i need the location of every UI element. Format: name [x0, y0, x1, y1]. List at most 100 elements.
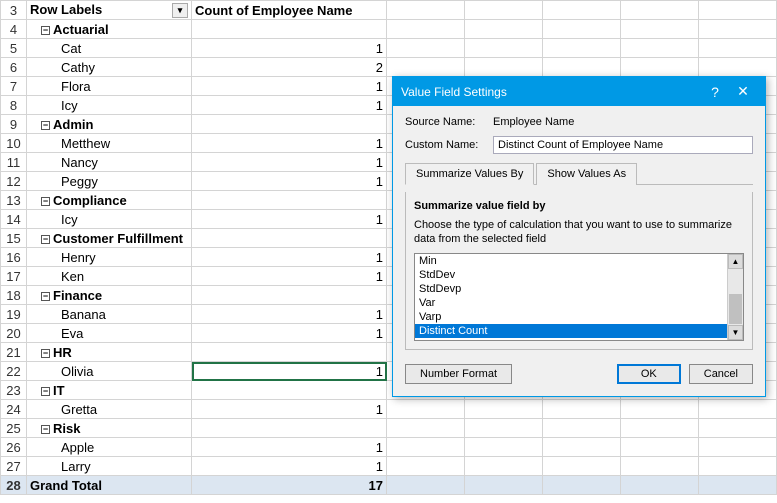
empty-cell[interactable] [621, 1, 699, 20]
empty-cell[interactable] [465, 58, 543, 77]
item-row[interactable]: Banana [27, 305, 192, 324]
empty-cell[interactable] [387, 400, 465, 419]
empty-cell[interactable] [387, 58, 465, 77]
row-header[interactable]: 17 [1, 267, 27, 286]
item-value-cell[interactable]: 1 [192, 324, 387, 343]
listbox-option[interactable]: StdDev [415, 268, 743, 282]
empty-cell[interactable] [465, 457, 543, 476]
group-row[interactable]: −Customer Fulfillment [27, 229, 192, 248]
item-row[interactable]: Flora [27, 77, 192, 96]
item-row[interactable]: Ken [27, 267, 192, 286]
empty-cell[interactable] [621, 419, 699, 438]
empty-cell[interactable] [387, 457, 465, 476]
group-row[interactable]: −IT [27, 381, 192, 400]
item-row[interactable]: Nancy [27, 153, 192, 172]
group-row[interactable]: −Risk [27, 419, 192, 438]
item-row[interactable]: Icy [27, 210, 192, 229]
item-row[interactable]: Metthew [27, 134, 192, 153]
listbox-option[interactable]: Varp [415, 310, 743, 324]
item-value-cell[interactable]: 2 [192, 58, 387, 77]
empty-cell[interactable] [699, 419, 777, 438]
row-header[interactable]: 8 [1, 96, 27, 115]
item-value-cell[interactable]: 1 [192, 305, 387, 324]
item-row[interactable]: Cat [27, 39, 192, 58]
scroll-down-icon[interactable]: ▼ [728, 325, 743, 340]
collapse-icon[interactable]: − [41, 349, 50, 358]
row-header[interactable]: 12 [1, 172, 27, 191]
collapse-icon[interactable]: − [41, 26, 50, 35]
listbox-option[interactable]: Min [415, 254, 743, 268]
empty-cell[interactable] [543, 39, 621, 58]
empty-cell[interactable] [699, 438, 777, 457]
item-value-cell[interactable]: 1 [192, 134, 387, 153]
empty-cell[interactable] [621, 39, 699, 58]
row-header[interactable]: 9 [1, 115, 27, 134]
empty-cell[interactable] [543, 58, 621, 77]
item-row[interactable]: Olivia [27, 362, 192, 381]
empty-cell[interactable] [543, 20, 621, 39]
row-header[interactable]: 26 [1, 438, 27, 457]
group-value-cell[interactable] [192, 286, 387, 305]
empty-cell[interactable] [387, 39, 465, 58]
filter-dropdown-icon[interactable]: ▾ [172, 3, 188, 18]
row-header[interactable]: 28 [1, 476, 27, 495]
empty-cell[interactable] [621, 476, 699, 495]
empty-cell[interactable] [543, 1, 621, 20]
row-header[interactable]: 5 [1, 39, 27, 58]
calculation-listbox[interactable]: MinStdDevStdDevpVarVarpDistinct Count ▲ … [414, 253, 744, 341]
cancel-button[interactable]: Cancel [689, 364, 753, 384]
empty-cell[interactable] [387, 419, 465, 438]
item-value-cell[interactable]: 1 [192, 267, 387, 286]
item-value-cell[interactable]: 1 [192, 438, 387, 457]
row-header[interactable]: 16 [1, 248, 27, 267]
number-format-button[interactable]: Number Format [405, 364, 512, 384]
row-header[interactable]: 27 [1, 457, 27, 476]
empty-cell[interactable] [387, 20, 465, 39]
empty-cell[interactable] [543, 457, 621, 476]
collapse-icon[interactable]: − [41, 235, 50, 244]
group-value-cell[interactable] [192, 20, 387, 39]
row-header[interactable]: 19 [1, 305, 27, 324]
empty-cell[interactable] [699, 20, 777, 39]
empty-cell[interactable] [387, 438, 465, 457]
row-header[interactable]: 15 [1, 229, 27, 248]
help-icon[interactable]: ? [701, 84, 729, 100]
group-value-cell[interactable] [192, 343, 387, 362]
item-value-cell[interactable]: 1 [192, 248, 387, 267]
group-value-cell[interactable] [192, 229, 387, 248]
empty-cell[interactable] [621, 20, 699, 39]
row-header[interactable]: 13 [1, 191, 27, 210]
empty-cell[interactable] [543, 419, 621, 438]
group-row[interactable]: −HR [27, 343, 192, 362]
item-value-cell[interactable]: 1 [192, 210, 387, 229]
listbox-option[interactable]: Var [415, 296, 743, 310]
collapse-icon[interactable]: − [41, 387, 50, 396]
row-header[interactable]: 23 [1, 381, 27, 400]
item-value-cell[interactable]: 1 [192, 362, 387, 381]
empty-cell[interactable] [543, 438, 621, 457]
count-column-header[interactable]: Count of Employee Name [192, 1, 387, 20]
item-value-cell[interactable]: 1 [192, 39, 387, 58]
listbox-option[interactable]: Distinct Count [415, 324, 743, 338]
group-value-cell[interactable] [192, 381, 387, 400]
empty-cell[interactable] [387, 1, 465, 20]
row-header[interactable]: 25 [1, 419, 27, 438]
empty-cell[interactable] [621, 400, 699, 419]
group-value-cell[interactable] [192, 419, 387, 438]
empty-cell[interactable] [699, 457, 777, 476]
empty-cell[interactable] [465, 419, 543, 438]
empty-cell[interactable] [699, 39, 777, 58]
item-row[interactable]: Gretta [27, 400, 192, 419]
ok-button[interactable]: OK [617, 364, 681, 384]
empty-cell[interactable] [699, 1, 777, 20]
row-header[interactable]: 20 [1, 324, 27, 343]
item-row[interactable]: Henry [27, 248, 192, 267]
group-value-cell[interactable] [192, 191, 387, 210]
row-header[interactable]: 4 [1, 20, 27, 39]
empty-cell[interactable] [621, 58, 699, 77]
item-value-cell[interactable]: 1 [192, 96, 387, 115]
row-header[interactable]: 14 [1, 210, 27, 229]
empty-cell[interactable] [621, 457, 699, 476]
empty-cell[interactable] [465, 1, 543, 20]
tab-summarize-by[interactable]: Summarize Values By [405, 163, 534, 185]
